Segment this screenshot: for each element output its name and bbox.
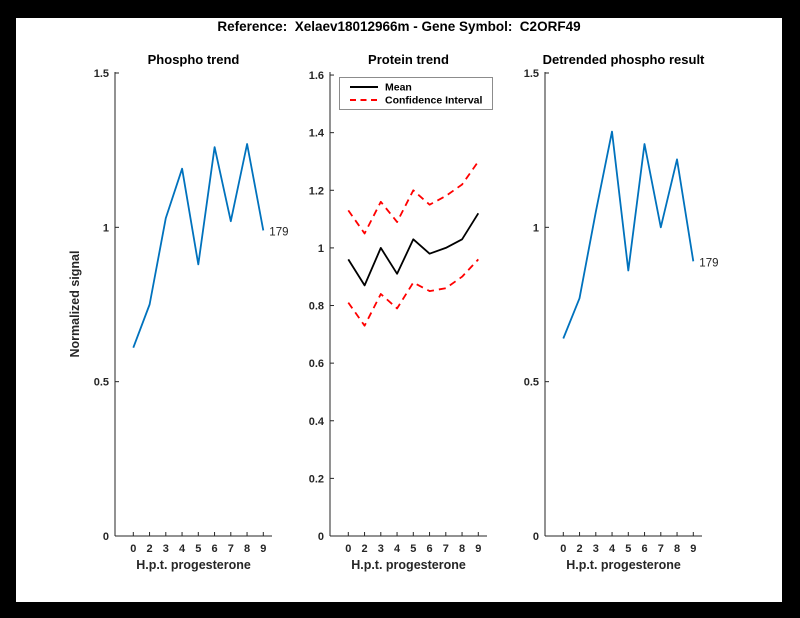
- figure-canvas: Reference: Xelaev18012966m - Gene Symbol…: [16, 18, 782, 602]
- y-axis-label: Normalized signal: [68, 251, 82, 358]
- figure-title: Reference: Xelaev18012966m - Gene Symbol…: [217, 19, 581, 34]
- y-tick-label: 1.6: [309, 70, 324, 82]
- x-tick-label: 2: [576, 543, 582, 555]
- x-tick-label: 8: [674, 543, 680, 555]
- x-tick-label: 7: [658, 543, 664, 555]
- series-line-phospho-signal: [132, 143, 265, 349]
- series-line-confidence-interval-lower: [347, 258, 479, 327]
- y-tick-label: 0: [533, 531, 539, 543]
- x-tick-label: 2: [361, 543, 367, 555]
- x-tick-label: 0: [130, 543, 136, 555]
- x-tick-label: 3: [378, 543, 384, 555]
- x-tick-label: 7: [228, 543, 234, 555]
- x-tick-label: 3: [593, 543, 599, 555]
- subplot-title: Detrended phospho result: [543, 52, 705, 67]
- y-tick-label: 1.5: [524, 68, 539, 80]
- x-tick-label: 5: [625, 543, 631, 555]
- legend-label-confidence-interval: Confidence Interval: [385, 95, 483, 107]
- y-tick-label: 1: [103, 222, 109, 234]
- x-tick-label: 3: [163, 543, 169, 555]
- x-tick-label: 0: [560, 543, 566, 555]
- x-tick-label: 5: [195, 543, 201, 555]
- x-tick-label: 9: [260, 543, 266, 555]
- y-tick-label: 0.6: [309, 358, 324, 370]
- x-tick-label: 5: [410, 543, 416, 555]
- legend-label-mean: Mean: [385, 82, 412, 94]
- y-tick-label: 0.4: [309, 416, 325, 428]
- x-tick-label: 9: [475, 543, 481, 555]
- x-tick-label: 6: [641, 543, 647, 555]
- y-tick-label: 1: [533, 222, 539, 234]
- subplot-title: Protein trend: [368, 52, 449, 67]
- x-tick-label: 2: [146, 543, 152, 555]
- y-tick-label: 1.2: [309, 185, 324, 197]
- x-tick-label: 7: [443, 543, 449, 555]
- x-tick-label: 4: [394, 543, 401, 555]
- y-tick-label: 1.5: [94, 68, 109, 80]
- x-tick-label: 4: [179, 543, 186, 555]
- x-tick-label: 8: [459, 543, 465, 555]
- x-axis-label: H.p.t. progesterone: [566, 558, 681, 572]
- series-end-label: 179: [699, 257, 718, 269]
- subplot-title: Phospho trend: [148, 52, 240, 67]
- x-tick-label: 4: [609, 543, 616, 555]
- series-line-detrended-phospho-signal: [562, 130, 695, 339]
- x-tick-label: 0: [345, 543, 351, 555]
- y-tick-label: 0: [103, 531, 109, 543]
- x-tick-label: 6: [426, 543, 432, 555]
- x-axis-label: H.p.t. progesterone: [351, 558, 466, 572]
- series-line-mean: [347, 212, 480, 287]
- y-tick-label: 1: [318, 243, 324, 255]
- y-tick-label: 0.2: [309, 473, 324, 485]
- series-line-confidence-interval-upper: [347, 160, 480, 235]
- x-axis-label: H.p.t. progesterone: [136, 558, 251, 572]
- y-tick-label: 0: [318, 531, 324, 543]
- legend-box: [339, 77, 493, 110]
- y-tick-label: 0.8: [309, 301, 324, 313]
- x-tick-label: 9: [690, 543, 696, 555]
- y-tick-label: 0.5: [524, 377, 539, 389]
- y-tick-label: 1.4: [309, 128, 325, 140]
- series-end-label: 179: [269, 226, 288, 238]
- x-tick-label: 6: [211, 543, 217, 555]
- y-tick-label: 0.5: [94, 377, 109, 389]
- x-tick-label: 8: [244, 543, 250, 555]
